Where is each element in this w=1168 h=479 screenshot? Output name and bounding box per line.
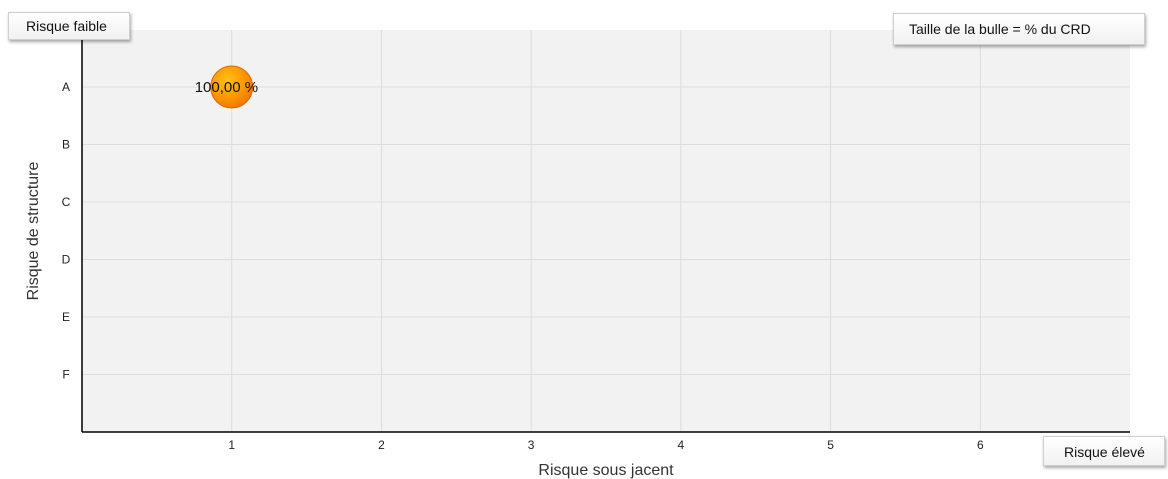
y-tick-label: E	[62, 310, 70, 324]
y-tick-label: F	[62, 368, 69, 382]
x-tick-label: 1	[228, 438, 235, 452]
bubble-label: 100,00 %	[195, 79, 258, 96]
bubble-size-legend: Taille de la bulle = % du CRD	[893, 13, 1145, 45]
x-tick-labels: 1 2 3 4 5 6	[228, 438, 984, 452]
x-tick-label: 6	[977, 438, 984, 452]
grid-lines	[82, 30, 1130, 432]
y-tick-label: C	[62, 195, 71, 209]
x-axis-title: Risque sous jacent	[538, 462, 674, 479]
y-tick-labels: A B C D E F	[62, 80, 71, 382]
x-tick-label: 3	[528, 438, 535, 452]
bubbles: 100,00 %	[195, 65, 258, 109]
x-tick-label: 2	[378, 438, 385, 452]
y-tick-label: B	[62, 138, 70, 152]
x-tick-label: 5	[827, 438, 834, 452]
bubble[interactable]	[210, 65, 254, 109]
low-risk-label: Risque faible	[8, 12, 130, 40]
y-tick-label: D	[62, 253, 71, 267]
plot-area	[82, 30, 1130, 432]
y-axis-title: Risque de structure	[25, 162, 42, 301]
high-risk-label: Risque élevé	[1043, 436, 1165, 466]
y-tick-label: A	[62, 80, 70, 94]
x-tick-label: 4	[678, 438, 685, 452]
